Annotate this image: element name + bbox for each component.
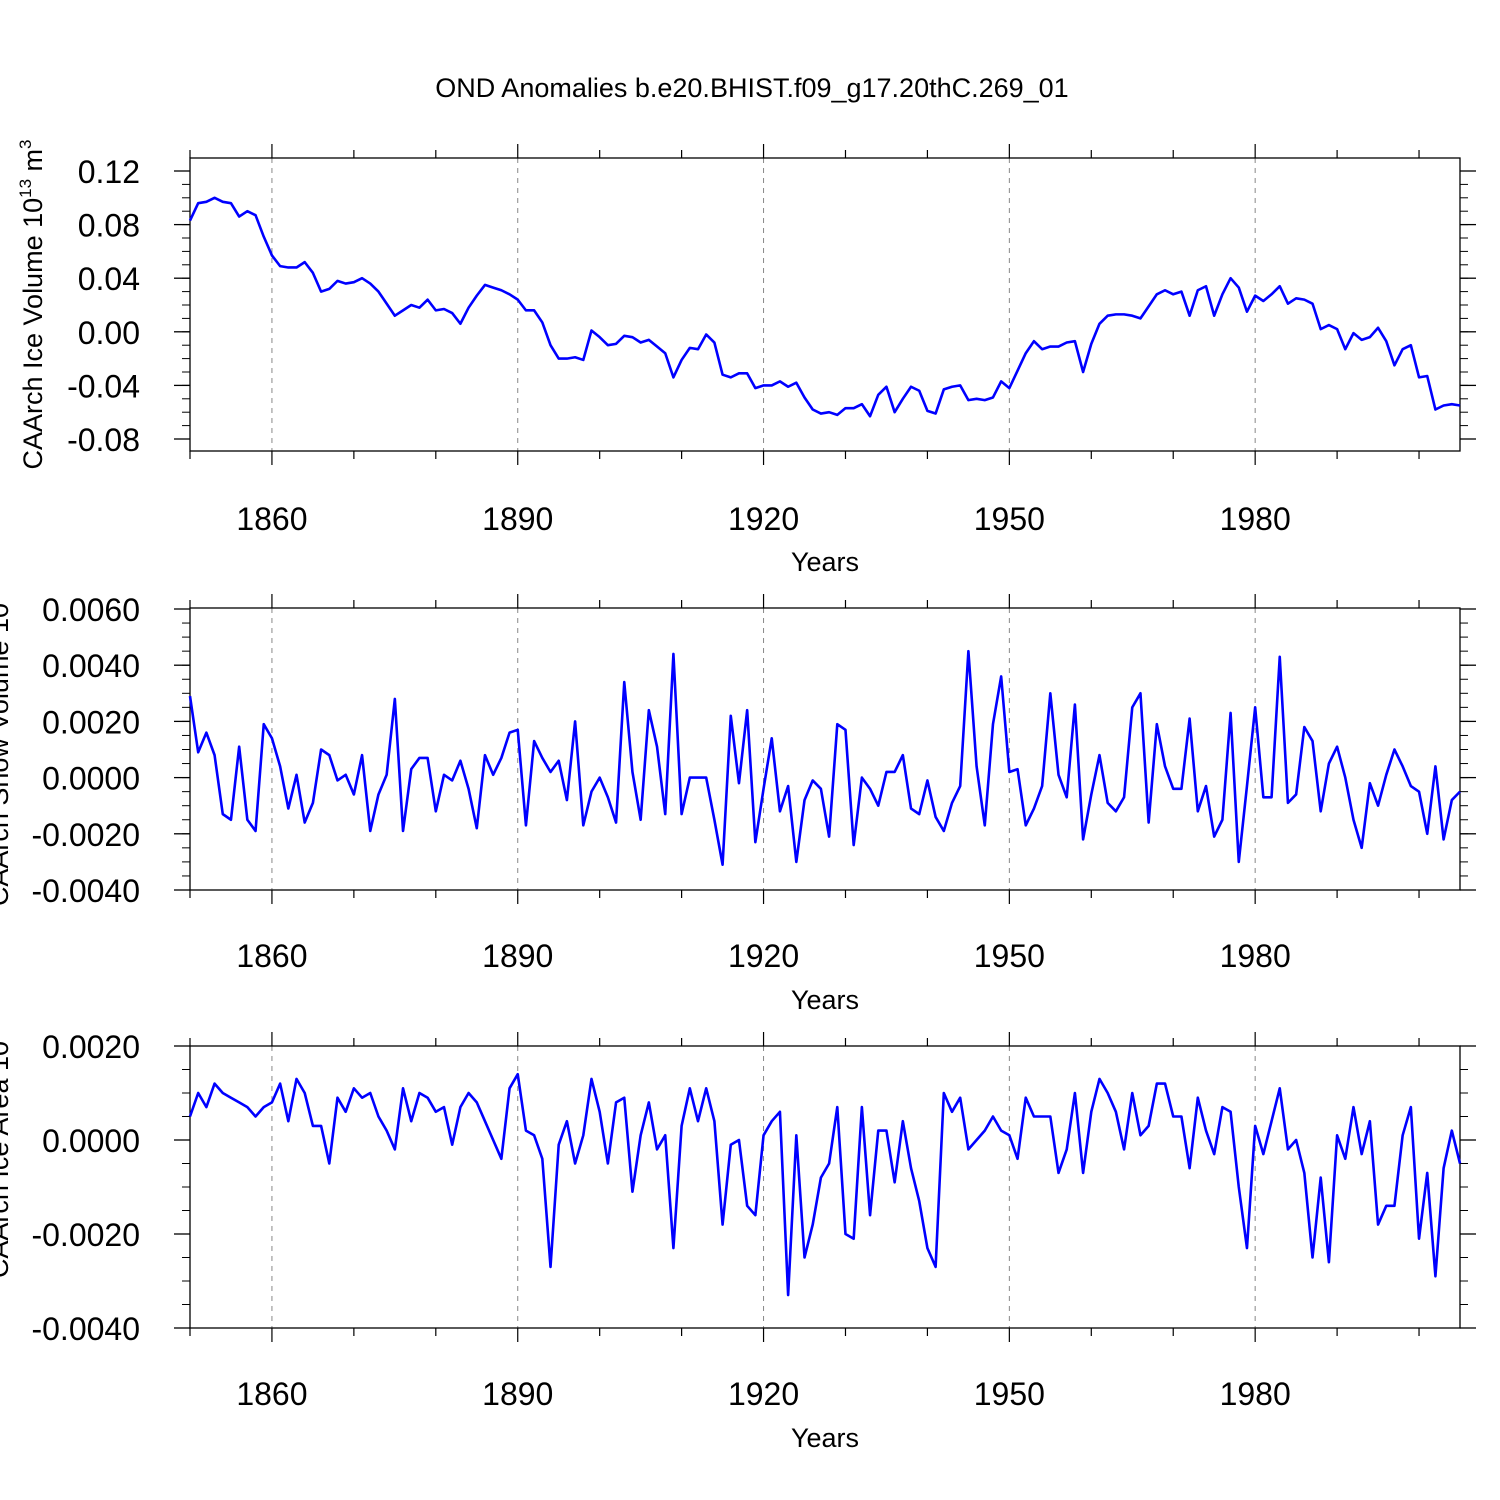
y-tick-label: -0.0020 xyxy=(31,1217,140,1253)
x-tick-label: 1860 xyxy=(236,1376,307,1412)
x-tick-label: 1920 xyxy=(728,1376,799,1412)
y-tick-label: 0.08 xyxy=(78,208,140,244)
y-axis-label: CAArch Ice Area 10 xyxy=(0,1041,14,1278)
series-line-ice-volume xyxy=(188,196,1461,418)
y-tick-label: 0.04 xyxy=(78,261,140,297)
x-tick-label: 1920 xyxy=(728,938,799,974)
y-tick-label: 0.12 xyxy=(78,154,140,190)
y-axis-label-text: CAArch Ice Volume 10 xyxy=(18,198,48,470)
x-tick-label: 1950 xyxy=(974,501,1045,537)
y-tick-label: -0.08 xyxy=(67,422,140,458)
x-tick-label: 1860 xyxy=(236,938,307,974)
y-tick-label: 0.0020 xyxy=(42,704,140,740)
y-axis-label: CAArch Snow Volume 10 xyxy=(0,603,14,906)
y-tick-label: 0.0040 xyxy=(42,648,140,684)
y-axis-label-exponent: 13 xyxy=(16,179,35,198)
y-tick-label: 0.0060 xyxy=(42,592,140,628)
plot-frame xyxy=(189,1045,1461,1329)
y-tick-label: -0.0040 xyxy=(31,873,140,909)
plot-frame xyxy=(189,157,1461,452)
chart-title: OND Anomalies b.e20.BHIST.f09_g17.20thC.… xyxy=(435,73,1068,103)
panel-snow-volume: -0.0040 -0.0020 0.0000 0.0020 0.0040 0.0060 18… xyxy=(0,592,1476,1015)
y-axis-label-exponent: 3 xyxy=(16,139,35,148)
x-axis-label: Years xyxy=(791,547,859,577)
x-tick-label: 1890 xyxy=(482,938,553,974)
y-axis-label-unit: m xyxy=(18,149,48,179)
x-tick-label: 1980 xyxy=(1220,501,1291,537)
series-line-snow-volume xyxy=(188,649,1461,867)
y-tick-label: 0.0000 xyxy=(42,1123,140,1159)
series-line-ice-area xyxy=(188,1072,1462,1297)
y-tick-label: 0.0000 xyxy=(42,761,140,797)
x-tick-label: 1980 xyxy=(1220,938,1291,974)
panel-ice-area: -0.0040 -0.0020 0.0000 0.0020 1860 1890 1920 19… xyxy=(0,1029,1476,1453)
panel-ice-volume: -0.08 -0.04 0.00 0.04 0.08 0.12 1860 1890 1920 19… xyxy=(16,139,1476,577)
y-tick-label: -0.04 xyxy=(67,368,140,404)
y-axis-label: CAArch Ice Volume 1013 m3 xyxy=(16,139,48,469)
y-tick-label: 0.0020 xyxy=(42,1029,140,1065)
x-tick-label: 1950 xyxy=(974,1376,1045,1412)
y-tick-label: -0.0020 xyxy=(31,817,140,853)
x-tick-label: 1860 xyxy=(236,501,307,537)
x-tick-label: 1890 xyxy=(482,1376,553,1412)
x-tick-label: 1890 xyxy=(482,501,553,537)
x-axis-label: Years xyxy=(791,1423,859,1453)
y-tick-label: 0.00 xyxy=(78,315,140,351)
x-tick-label: 1980 xyxy=(1220,1376,1291,1412)
x-tick-label: 1920 xyxy=(728,501,799,537)
y-tick-label: -0.0040 xyxy=(31,1311,140,1347)
x-axis-label: Years xyxy=(791,985,859,1015)
x-tick-label: 1950 xyxy=(974,938,1045,974)
plot-frame xyxy=(189,607,1461,891)
